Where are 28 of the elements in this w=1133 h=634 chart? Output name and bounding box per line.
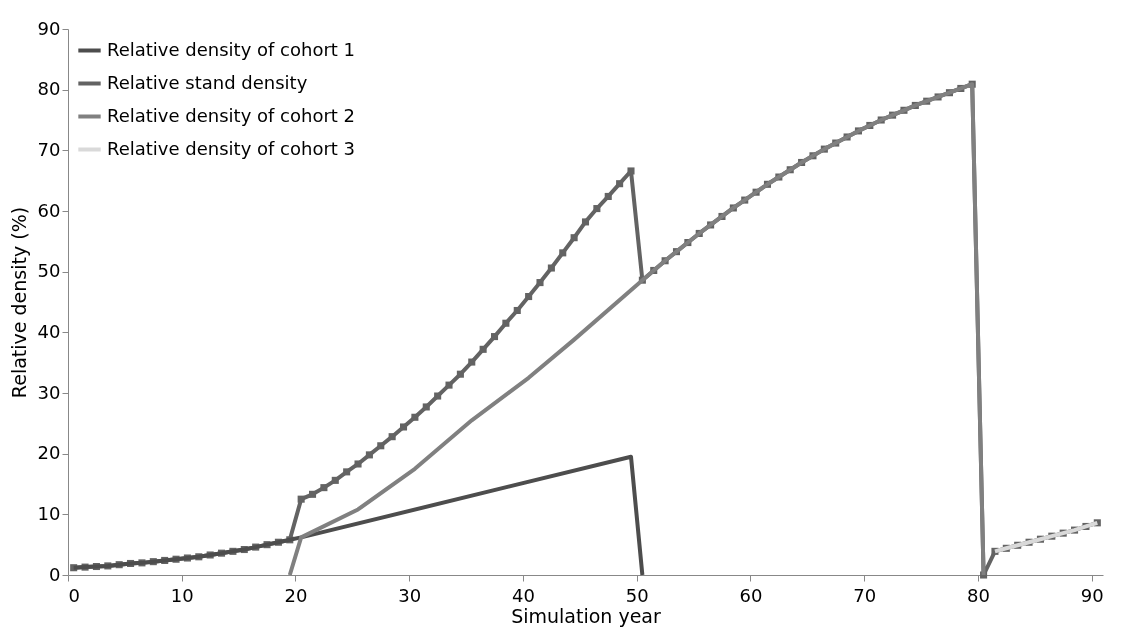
y-tick-label: 10 (37, 502, 61, 524)
x-axis-title: Simulation year (511, 604, 661, 627)
y-tick-label: 50 (37, 260, 61, 282)
legend-label: Relative density of cohort 2 (107, 104, 356, 126)
x-tick-label: 50 (625, 584, 649, 606)
x-tick-label: 0 (68, 584, 80, 606)
x-tick-label: 90 (1080, 584, 1104, 606)
y-tick-label: 30 (37, 381, 61, 403)
legend-label: Relative stand density (107, 71, 308, 93)
x-tick-label: 60 (739, 584, 763, 606)
x-tick-label: 40 (511, 584, 535, 606)
line-series (992, 520, 1100, 554)
x-tick-label: 10 (170, 584, 194, 606)
x-tick-label: 20 (284, 584, 308, 606)
y-tick-label: 60 (37, 199, 61, 221)
y-tick-label: 0 (49, 563, 61, 585)
x-tick-label: 30 (398, 584, 422, 606)
line-series (71, 454, 645, 577)
y-tick-label: 40 (37, 320, 61, 342)
y-tick-label: 70 (37, 138, 61, 160)
y-tick-label: 80 (37, 78, 61, 100)
y-tick-label: 20 (37, 442, 61, 464)
y-tick-label: 90 (37, 17, 61, 39)
legend-label: Relative density of cohort 1 (107, 38, 356, 60)
legend-label: Relative density of cohort 3 (107, 137, 356, 159)
y-axis-title: Relative density (%) (7, 206, 30, 399)
x-tick-label: 70 (853, 584, 877, 606)
x-tick-label: 80 (966, 584, 990, 606)
